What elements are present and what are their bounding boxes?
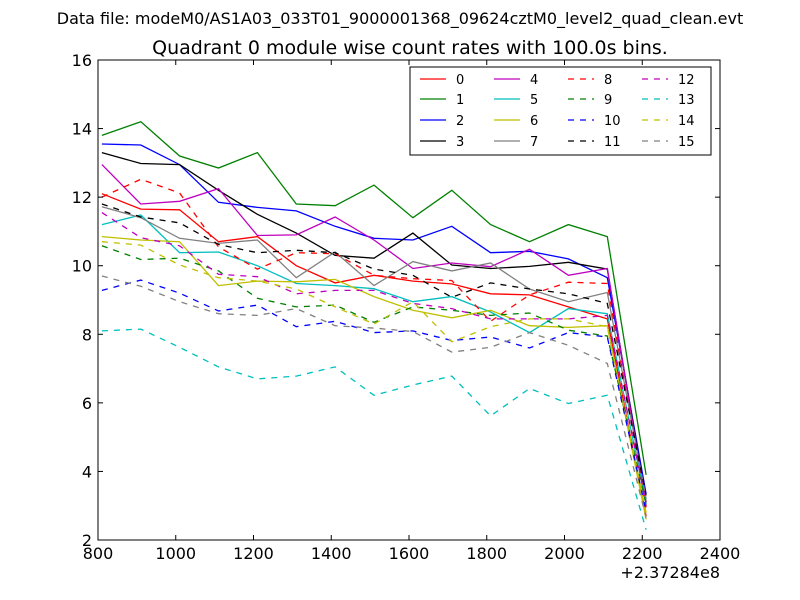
chart-title: Quadrant 0 module wise count rates with … — [152, 37, 668, 59]
legend-label-15: 15 — [678, 135, 695, 150]
legend-label-7: 7 — [530, 135, 538, 150]
series-line-5 — [101, 214, 647, 505]
y-tick-label: 14 — [72, 120, 92, 139]
legend-label-6: 6 — [530, 114, 538, 129]
series-line-4 — [101, 164, 647, 506]
legend-label-14: 14 — [678, 114, 695, 129]
legend-label-9: 9 — [604, 93, 612, 108]
y-tick-label: 2 — [82, 531, 92, 550]
x-offset-label: +2.37284e8 — [620, 563, 720, 582]
legend-label-0: 0 — [456, 73, 464, 88]
legend-label-8: 8 — [604, 73, 612, 88]
x-tick-label: 2200 — [622, 544, 663, 563]
y-tick-label: 4 — [82, 462, 92, 481]
series-line-0 — [101, 193, 647, 517]
series-line-1 — [101, 120, 647, 476]
x-tick-label: 1600 — [389, 544, 430, 563]
x-tick-label: 2400 — [700, 544, 741, 563]
x-tick-label: 1000 — [155, 544, 196, 563]
legend-label-5: 5 — [530, 93, 538, 108]
series-line-3 — [101, 151, 647, 503]
series-lines-group — [101, 120, 647, 530]
series-line-8 — [101, 178, 647, 508]
axis-ticks-group: 800 1000 1200 1400 1600 1800 2000 2200 2400 2 4 6 8 1… — [72, 51, 741, 563]
legend-label-3: 3 — [456, 135, 464, 150]
series-line-14 — [101, 241, 647, 513]
y-tick-label: 12 — [72, 188, 92, 207]
series-line-9 — [101, 245, 647, 505]
x-tick-label: 1800 — [466, 544, 507, 563]
y-tick-label: 10 — [72, 257, 92, 276]
legend-label-1: 1 — [456, 93, 464, 108]
x-tick-label: 800 — [83, 544, 114, 563]
series-line-12 — [101, 212, 647, 503]
series-line-2 — [101, 143, 647, 494]
x-tick-label: 1400 — [311, 544, 352, 563]
y-tick-label: 8 — [82, 325, 92, 344]
x-tick-label: 2000 — [544, 544, 585, 563]
x-tick-label: 1200 — [233, 544, 274, 563]
series-line-7 — [101, 206, 647, 500]
y-tick-label: 6 — [82, 394, 92, 413]
legend-label-12: 12 — [678, 73, 695, 88]
legend-label-13: 13 — [678, 93, 695, 108]
series-line-6 — [101, 235, 647, 520]
legend-box — [409, 66, 712, 156]
series-line-10 — [101, 279, 647, 512]
series-line-15 — [101, 275, 647, 518]
legend-label-4: 4 — [530, 73, 538, 88]
legend-label-2: 2 — [456, 114, 464, 129]
chart-suptitle: Data file: modeM0/AS1A03_033T01_90000013… — [57, 9, 743, 29]
legend-label-11: 11 — [604, 135, 621, 150]
legend-label-10: 10 — [604, 114, 621, 129]
series-line-13 — [101, 328, 647, 530]
y-tick-label: 16 — [72, 51, 92, 70]
